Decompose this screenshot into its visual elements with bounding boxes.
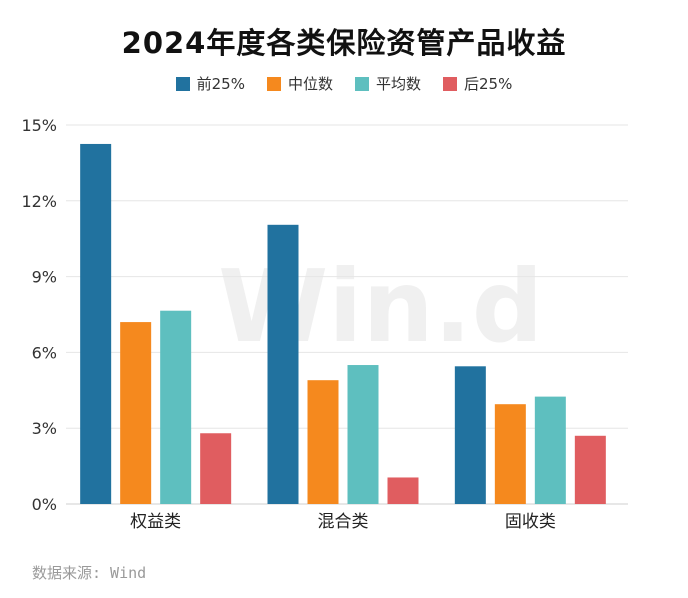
legend-item: 前25%	[175, 73, 245, 94]
legend-item: 中位数	[266, 73, 333, 94]
legend-item: 后25%	[443, 73, 512, 94]
bar	[160, 310, 192, 504]
legend-swatch	[175, 76, 190, 91]
bar	[80, 143, 112, 504]
x-category-label: 混合类	[318, 512, 369, 532]
chart-legend: 前25% 中位数 平均数 后25%	[0, 73, 688, 94]
y-tick-label: 9%	[32, 268, 57, 287]
legend-swatch	[266, 76, 281, 91]
data-source-note: 数据来源: Wind	[32, 564, 147, 582]
x-category-label: 固收类	[505, 512, 556, 532]
bar	[534, 396, 566, 504]
bar	[200, 433, 232, 504]
x-category-label: 权益类	[130, 512, 181, 532]
y-tick-label: 0%	[32, 495, 57, 514]
bar	[494, 404, 526, 504]
legend-label: 平均数	[376, 75, 422, 93]
bar	[347, 365, 379, 504]
bar	[307, 380, 339, 504]
legend-item: 平均数	[355, 73, 421, 94]
y-tick-label: 3%	[32, 419, 57, 438]
bar	[387, 477, 419, 504]
y-tick-label: 15%	[21, 116, 57, 135]
bar	[454, 366, 486, 504]
bar	[267, 224, 299, 504]
bar	[574, 435, 606, 504]
legend-swatch	[355, 76, 369, 91]
legend-swatch	[443, 76, 458, 91]
chart-title: 2024年度各类保险资管产品收益	[121, 26, 567, 60]
bar	[120, 322, 152, 504]
y-tick-label: 12%	[21, 192, 57, 211]
legend-label: 前25%	[196, 75, 245, 93]
legend-label: 后25%	[464, 75, 513, 93]
y-tick-label: 6%	[32, 343, 57, 362]
legend-label: 中位数	[287, 75, 333, 93]
